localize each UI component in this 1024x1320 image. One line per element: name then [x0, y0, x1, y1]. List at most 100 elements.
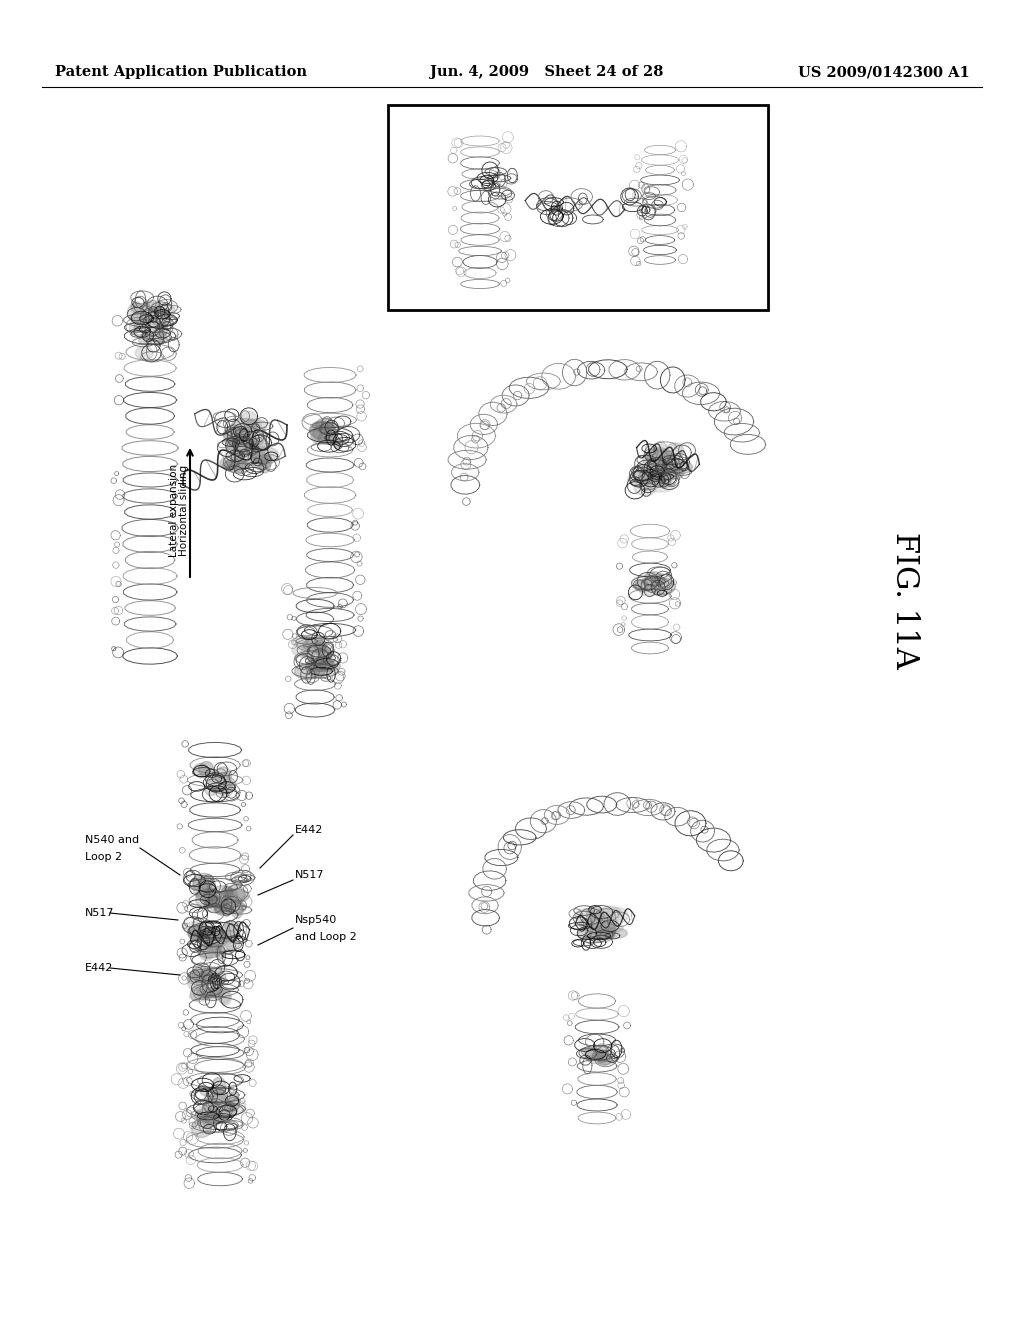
Polygon shape: [654, 457, 676, 466]
Polygon shape: [651, 451, 674, 459]
Polygon shape: [205, 1092, 226, 1102]
Text: N517: N517: [85, 908, 115, 917]
Text: Loop 2: Loop 2: [85, 851, 122, 862]
Polygon shape: [196, 891, 217, 908]
Polygon shape: [247, 441, 258, 455]
Polygon shape: [155, 304, 175, 314]
Polygon shape: [215, 946, 225, 958]
Polygon shape: [315, 418, 335, 433]
Text: FIG. 11A: FIG. 11A: [890, 532, 921, 668]
Polygon shape: [565, 194, 579, 213]
Polygon shape: [555, 209, 569, 228]
Polygon shape: [131, 302, 141, 313]
Polygon shape: [224, 936, 240, 950]
Polygon shape: [557, 194, 570, 210]
Polygon shape: [494, 174, 512, 187]
Polygon shape: [244, 418, 267, 432]
Polygon shape: [197, 987, 224, 999]
Polygon shape: [306, 659, 333, 672]
Polygon shape: [565, 210, 587, 219]
Polygon shape: [642, 577, 666, 586]
Polygon shape: [226, 437, 239, 450]
Polygon shape: [219, 987, 231, 1006]
Polygon shape: [150, 335, 165, 346]
Polygon shape: [306, 659, 327, 677]
Polygon shape: [575, 908, 596, 923]
Polygon shape: [199, 973, 210, 982]
Polygon shape: [650, 462, 668, 474]
Polygon shape: [226, 425, 240, 440]
Polygon shape: [148, 308, 171, 326]
Polygon shape: [141, 331, 167, 341]
Polygon shape: [187, 972, 202, 990]
Polygon shape: [631, 189, 645, 198]
Text: N540 and: N540 and: [85, 836, 139, 845]
Polygon shape: [233, 461, 250, 474]
Polygon shape: [293, 635, 317, 648]
Text: Lateral expansion: Lateral expansion: [169, 463, 179, 557]
Polygon shape: [590, 908, 615, 921]
Text: Horizontal sliding: Horizontal sliding: [179, 465, 189, 556]
Polygon shape: [595, 921, 615, 940]
Polygon shape: [251, 453, 272, 470]
Polygon shape: [319, 647, 332, 663]
Polygon shape: [254, 447, 279, 463]
Polygon shape: [135, 346, 154, 359]
Polygon shape: [225, 902, 246, 913]
Polygon shape: [220, 1104, 238, 1117]
Polygon shape: [581, 1047, 598, 1056]
Polygon shape: [246, 420, 262, 432]
Polygon shape: [656, 458, 668, 478]
Polygon shape: [218, 781, 233, 797]
Polygon shape: [646, 447, 671, 466]
Polygon shape: [223, 425, 247, 444]
Polygon shape: [215, 767, 231, 784]
Polygon shape: [303, 638, 327, 652]
Polygon shape: [212, 1077, 225, 1094]
Polygon shape: [204, 939, 220, 950]
Polygon shape: [313, 425, 338, 442]
Polygon shape: [218, 945, 236, 954]
Polygon shape: [196, 1107, 221, 1125]
Polygon shape: [647, 479, 675, 492]
Polygon shape: [645, 201, 668, 213]
Polygon shape: [598, 923, 624, 933]
Polygon shape: [586, 925, 601, 941]
Polygon shape: [497, 186, 517, 203]
Polygon shape: [201, 1088, 224, 1097]
Polygon shape: [190, 932, 204, 941]
Text: and Loop 2: and Loop 2: [295, 932, 356, 942]
Polygon shape: [201, 923, 215, 937]
Polygon shape: [237, 426, 255, 444]
Polygon shape: [565, 198, 591, 211]
Polygon shape: [205, 1114, 230, 1123]
Polygon shape: [315, 640, 326, 656]
Polygon shape: [214, 904, 234, 916]
Polygon shape: [225, 442, 250, 459]
Polygon shape: [259, 459, 270, 473]
Polygon shape: [218, 1088, 232, 1100]
Polygon shape: [195, 1109, 222, 1127]
Polygon shape: [557, 209, 574, 218]
Polygon shape: [590, 925, 615, 942]
Polygon shape: [254, 454, 270, 463]
Polygon shape: [134, 319, 159, 333]
Polygon shape: [199, 876, 213, 890]
Polygon shape: [654, 465, 678, 474]
Polygon shape: [586, 906, 604, 924]
Polygon shape: [580, 919, 594, 929]
Polygon shape: [208, 987, 220, 995]
Polygon shape: [188, 927, 215, 941]
Polygon shape: [213, 1096, 229, 1115]
Polygon shape: [187, 972, 215, 986]
Polygon shape: [210, 985, 222, 998]
Polygon shape: [472, 174, 494, 189]
Polygon shape: [653, 441, 668, 458]
Polygon shape: [196, 890, 221, 902]
Polygon shape: [578, 929, 592, 940]
Polygon shape: [200, 1110, 224, 1123]
Polygon shape: [640, 587, 660, 595]
Polygon shape: [190, 987, 202, 1001]
Polygon shape: [222, 459, 247, 473]
Polygon shape: [635, 579, 648, 591]
